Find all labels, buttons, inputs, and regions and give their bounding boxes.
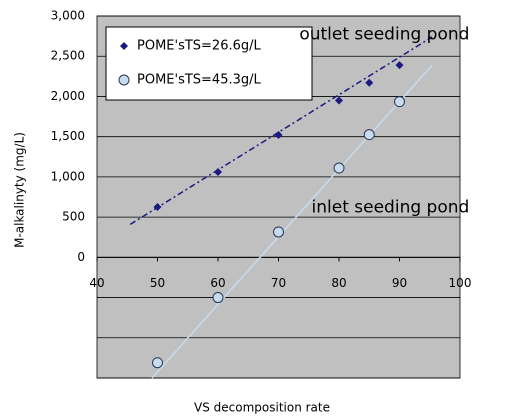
data-point <box>365 78 374 87</box>
x-axis-label: VS decomposition rate <box>194 401 330 415</box>
y-tick-label: 1,000 <box>51 169 85 183</box>
legend-marker <box>118 74 130 86</box>
y-tick-label: 1,500 <box>51 129 85 143</box>
annotation: outlet seeding pond <box>299 25 469 45</box>
x-tick-label: 100 <box>449 276 472 290</box>
data-point <box>212 292 224 304</box>
x-tick-label: 40 <box>89 276 104 290</box>
trend-line <box>129 36 433 225</box>
y-tick-label: 0 <box>77 250 85 264</box>
y-tick-label: 2,500 <box>51 49 85 63</box>
data-point <box>394 96 405 108</box>
legend-label: POME'sTS=45.3g/L <box>137 73 262 88</box>
data-point <box>395 61 404 70</box>
trend-line <box>151 64 433 379</box>
data-point <box>273 226 284 238</box>
legend-label: POME'sTS=26.6g/L <box>137 39 262 54</box>
y-tick-label: 3,000 <box>51 9 85 23</box>
y-tick-label: 500 <box>62 210 85 224</box>
x-tick-label: 80 <box>331 276 346 290</box>
data-point <box>335 96 343 105</box>
data-point <box>363 129 375 141</box>
data-point <box>214 168 222 177</box>
data-point <box>152 357 163 369</box>
x-tick-label: 50 <box>150 276 165 290</box>
legend: POME'sTS=26.6g/L POME'sTS=45.3g/L <box>105 26 313 101</box>
legend-box <box>105 26 313 101</box>
y-tick-label: 2,000 <box>51 89 85 103</box>
data-point <box>153 203 162 212</box>
x-tick-label: 90 <box>392 276 407 290</box>
x-tick-label: 70 <box>271 276 286 290</box>
data-point <box>333 162 345 174</box>
data-point <box>274 131 283 140</box>
legend-marker <box>120 42 128 50</box>
annotation: inlet seeding pond <box>312 197 470 217</box>
x-tick-label: 60 <box>210 276 225 290</box>
y-axis-label: M-alkalinyty (mg/L) <box>13 132 27 248</box>
